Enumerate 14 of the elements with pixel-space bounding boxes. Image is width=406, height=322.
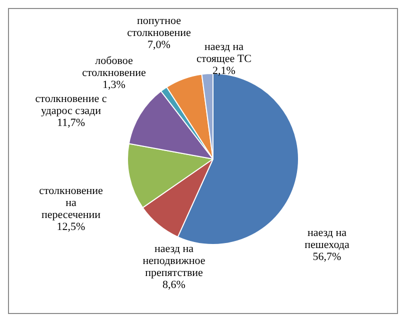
- slice-label: столкновение на пересечении: [39, 184, 104, 221]
- data-label: 8,6%: [162, 278, 186, 291]
- slice-label: попутное столкновение: [127, 14, 192, 39]
- slice-label: лобовое столкновение: [82, 54, 146, 79]
- data-label: 56,7%: [312, 250, 342, 263]
- data-label: 12,5%: [56, 220, 86, 233]
- slice-label: наезд на пешехода: [304, 226, 350, 251]
- slice-label: столкновение с ударос сзади: [35, 92, 107, 117]
- data-label: 11,7%: [56, 116, 86, 129]
- data-label: 2,1%: [212, 64, 236, 77]
- data-label: 7,0%: [148, 38, 170, 51]
- slice-label: наезд на стоящее ТС: [196, 40, 252, 65]
- data-label: 1,3%: [102, 78, 126, 91]
- slice-label: наезд на неподвижное препятствие: [142, 242, 206, 279]
